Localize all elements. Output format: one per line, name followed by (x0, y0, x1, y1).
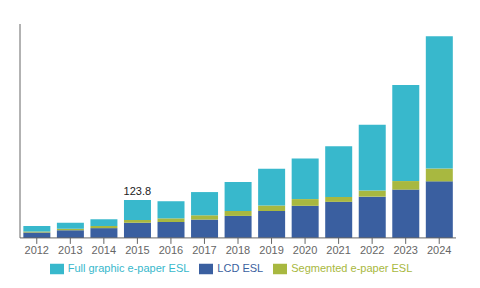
html-text:LCD ESL: LCD ESL (217, 261, 264, 274)
svg-text:2020: 2020 (293, 244, 317, 256)
svg-text:2013: 2013 (58, 244, 82, 256)
svg-text:2022: 2022 (360, 244, 384, 256)
svg-text:2024: 2024 (427, 244, 451, 256)
html-text:Full graphic e-paper ESL: Full graphic e-paper ESL (67, 261, 190, 274)
svg-text:123.8: 123.8 (124, 185, 152, 197)
svg-text:2018: 2018 (226, 244, 250, 256)
svg-text:2023: 2023 (393, 244, 417, 256)
svg-text:2016: 2016 (159, 244, 183, 256)
svg-text:2012: 2012 (25, 244, 49, 256)
svg-text:2019: 2019 (259, 244, 283, 256)
svg-text:2015: 2015 (125, 244, 149, 256)
html-text:Segmented e-paper ESL: Segmented e-paper ESL (291, 261, 413, 274)
svg-text:2017: 2017 (192, 244, 216, 256)
svg-text:2014: 2014 (92, 244, 116, 256)
svg-text:2021: 2021 (326, 244, 350, 256)
